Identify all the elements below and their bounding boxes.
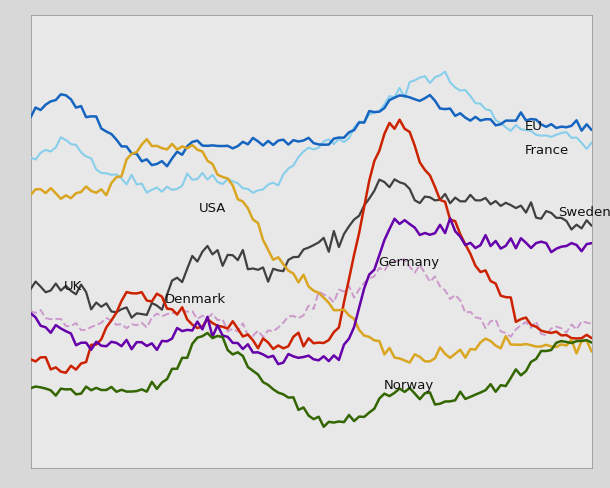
Text: USA: USA <box>199 202 226 215</box>
Text: Norway: Norway <box>384 380 434 392</box>
Text: Sweden: Sweden <box>558 206 610 219</box>
Text: Denmark: Denmark <box>165 293 226 306</box>
Text: France: France <box>525 144 569 157</box>
Text: EU: EU <box>525 120 542 133</box>
Text: Germany: Germany <box>378 256 440 269</box>
Text: UK: UK <box>64 281 82 293</box>
